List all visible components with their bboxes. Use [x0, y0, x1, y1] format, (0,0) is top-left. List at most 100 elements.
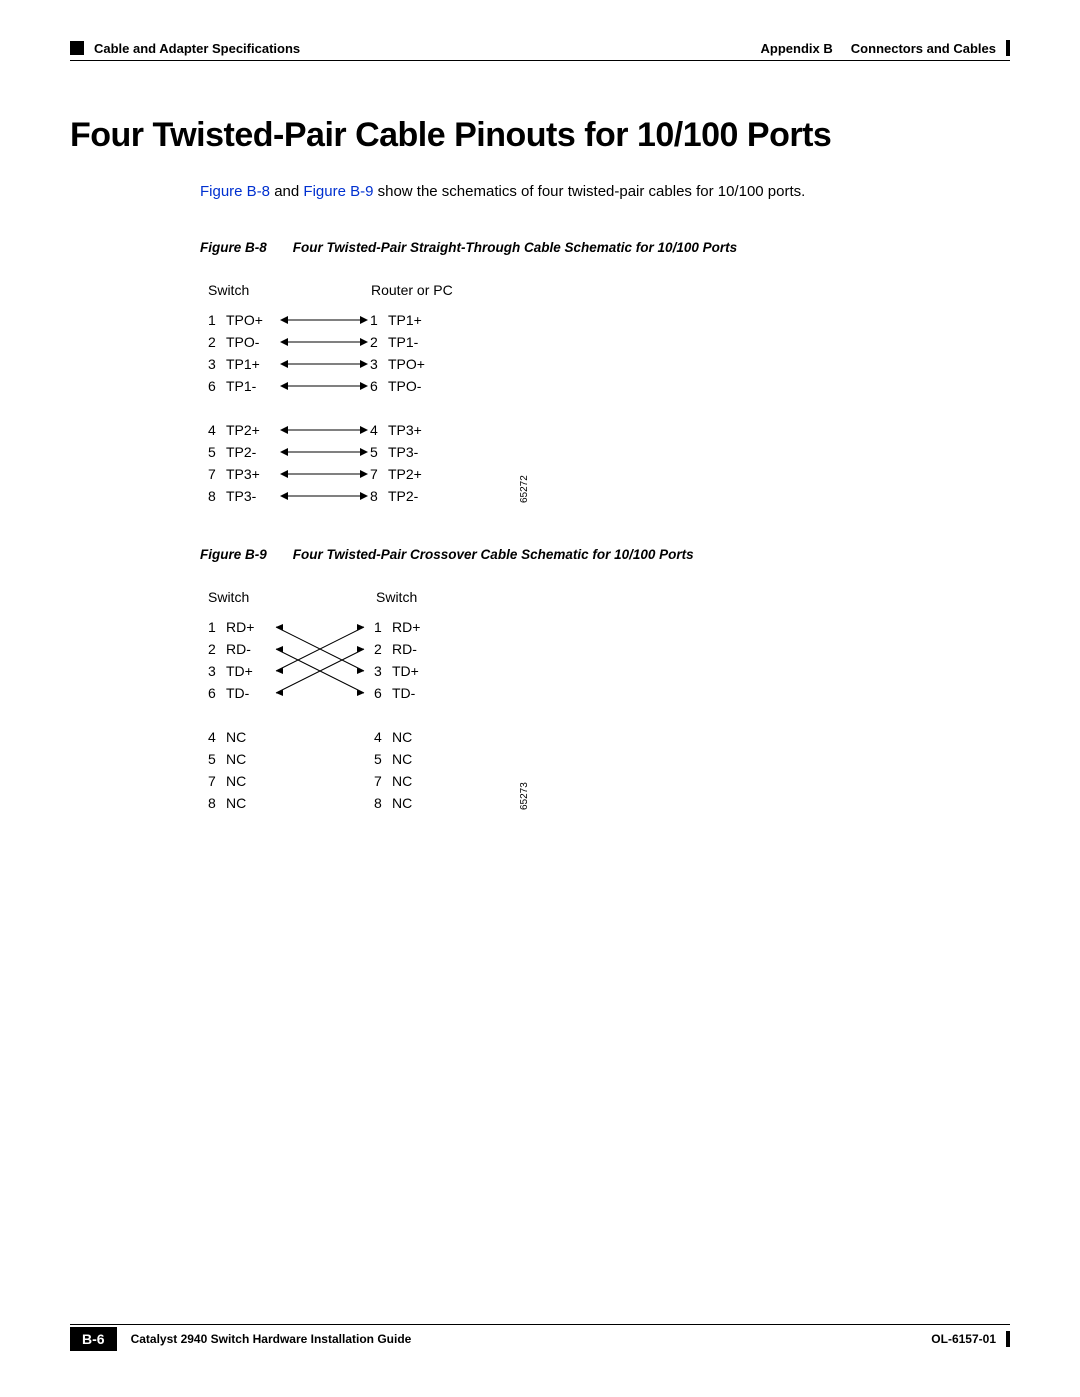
pin-number-right: 6 — [374, 682, 392, 704]
fig9-diagram-id: 65273 — [514, 782, 536, 810]
figure-b9-caption: Figure B-9 Four Twisted-Pair Crossover Ca… — [200, 547, 1010, 562]
signal-label-left: TP3- — [226, 485, 278, 507]
signal-label-right: NC — [392, 748, 444, 770]
bidir-arrow-icon — [278, 485, 370, 507]
nc-gap — [270, 792, 374, 814]
signal-label-left: NC — [226, 792, 270, 814]
header-rule — [70, 60, 1010, 61]
signal-label-left: TP2+ — [226, 419, 278, 441]
figure-b9-diagram: Switch Switch 1RD+1RD+2RD-2RD-3TD+3TD+6T… — [208, 586, 1010, 814]
pinout-row: 8TP3-8TP2- — [208, 485, 1010, 507]
signal-label-right: TPO+ — [388, 353, 440, 375]
pin-number-left: 4 — [208, 419, 226, 441]
signal-label-right: TP1+ — [388, 309, 440, 331]
signal-label-right: NC — [392, 726, 444, 748]
pin-number-left: 4 — [208, 726, 226, 748]
pinout-row: 2TPO-2TP1- — [208, 331, 1010, 353]
fig8-header-right: Router or PC — [371, 279, 453, 301]
intro-between: and — [270, 183, 303, 200]
pin-number-right: 7 — [370, 463, 388, 485]
signal-label-left: TD- — [226, 682, 270, 704]
fig9-header-right: Switch — [376, 586, 417, 608]
pinout-row: 6TP1-6TPO- — [208, 375, 1010, 397]
signal-label-right: TP3+ — [388, 419, 440, 441]
bidir-arrow-icon — [278, 375, 370, 397]
pin-number-left: 8 — [208, 792, 226, 814]
footer-doc-id: OL-6157-01 — [931, 1332, 996, 1346]
signal-label-right: TPO- — [388, 375, 440, 397]
header-bar-icon — [1006, 40, 1010, 56]
intro-paragraph: Figure B-8 and Figure B-9 show the schem… — [200, 183, 1010, 200]
pin-number-right: 4 — [370, 419, 388, 441]
signal-label-right: NC — [392, 792, 444, 814]
pin-number-left: 6 — [208, 682, 226, 704]
signal-label-left: TPO- — [226, 331, 278, 353]
pin-number-right: 5 — [374, 748, 392, 770]
pin-number-left: 1 — [208, 309, 226, 331]
page-title: Four Twisted-Pair Cable Pinouts for 10/1… — [70, 116, 1010, 155]
signal-label-right: RD+ — [392, 616, 444, 638]
signal-label-right: TP2- — [388, 485, 440, 507]
signal-label-left: NC — [226, 748, 270, 770]
pinout-row: 5TP2-5TP3- — [208, 441, 1010, 463]
figure-b8-caption: Figure B-8Four Twisted-Pair Straight-Thr… — [200, 240, 1010, 255]
header-square-icon — [70, 41, 84, 55]
nc-gap — [270, 748, 374, 770]
signal-label-right: TP1- — [388, 331, 440, 353]
signal-label-left: TP1- — [226, 375, 278, 397]
figure-b9-id: Figure B-9 — [200, 547, 267, 562]
pin-number-right: 2 — [370, 331, 388, 353]
pin-number-right: 5 — [370, 441, 388, 463]
signal-label-right: NC — [392, 770, 444, 792]
pin-number-left: 7 — [208, 770, 226, 792]
pin-number-right: 7 — [374, 770, 392, 792]
signal-label-left: NC — [226, 726, 270, 748]
figure-b9-text: Four Twisted-Pair Crossover Cable Schema… — [293, 547, 694, 562]
bidir-arrow-icon — [278, 309, 370, 331]
pinout-row: 8NC8NC — [208, 792, 1010, 814]
signal-label-left: TP2- — [226, 441, 278, 463]
pinout-row: 7TP3+7TP2+ — [208, 463, 1010, 485]
figure-b8-id: Figure B-8 — [200, 240, 267, 255]
figure-link-b8[interactable]: Figure B-8 — [200, 183, 270, 200]
signal-label-right: TP3- — [388, 441, 440, 463]
pinout-row: 3TP1+3TPO+ — [208, 353, 1010, 375]
pinout-row: 4TP2+4TP3+ — [208, 419, 1010, 441]
bidir-arrow-icon — [278, 353, 370, 375]
fig8-header-left: Switch — [208, 279, 296, 301]
pinout-row: 5NC5NC — [208, 748, 1010, 770]
signal-label-right: TD- — [392, 682, 444, 704]
signal-label-right: TP2+ — [388, 463, 440, 485]
pin-number-left: 1 — [208, 616, 226, 638]
pin-number-left: 5 — [208, 748, 226, 770]
pin-number-right: 1 — [370, 309, 388, 331]
pin-number-right: 6 — [370, 375, 388, 397]
footer-guide: Catalyst 2940 Switch Hardware Installati… — [131, 1332, 412, 1346]
bidir-arrow-icon — [278, 463, 370, 485]
pin-number-right: 2 — [374, 638, 392, 660]
signal-label-right: TD+ — [392, 660, 444, 682]
pin-number-right: 1 — [374, 616, 392, 638]
bidir-arrow-icon — [278, 331, 370, 353]
figure-link-b9[interactable]: Figure B-9 — [303, 183, 373, 200]
pin-number-right: 8 — [370, 485, 388, 507]
footer-bar-icon — [1006, 1331, 1010, 1347]
page-footer: B-6 Catalyst 2940 Switch Hardware Instal… — [70, 1324, 1010, 1351]
pin-number-right: 8 — [374, 792, 392, 814]
nc-gap — [270, 770, 374, 792]
intro-after: show the schematics of four twisted-pair… — [373, 183, 805, 200]
pin-number-right: 3 — [370, 353, 388, 375]
signal-label-left: TD+ — [226, 660, 270, 682]
pinout-row: 1TPO+1TP1+ — [208, 309, 1010, 331]
bidir-arrow-icon — [278, 441, 370, 463]
bidir-arrow-icon — [278, 419, 370, 441]
signal-label-left: RD- — [226, 638, 270, 660]
header-appendix: Appendix B — [761, 41, 833, 56]
pin-number-left: 3 — [208, 353, 226, 375]
pin-number-left: 6 — [208, 375, 226, 397]
signal-label-left: TP3+ — [226, 463, 278, 485]
page-number: B-6 — [70, 1327, 117, 1351]
signal-label-left: TP1+ — [226, 353, 278, 375]
pin-number-left: 8 — [208, 485, 226, 507]
pin-number-right: 3 — [374, 660, 392, 682]
